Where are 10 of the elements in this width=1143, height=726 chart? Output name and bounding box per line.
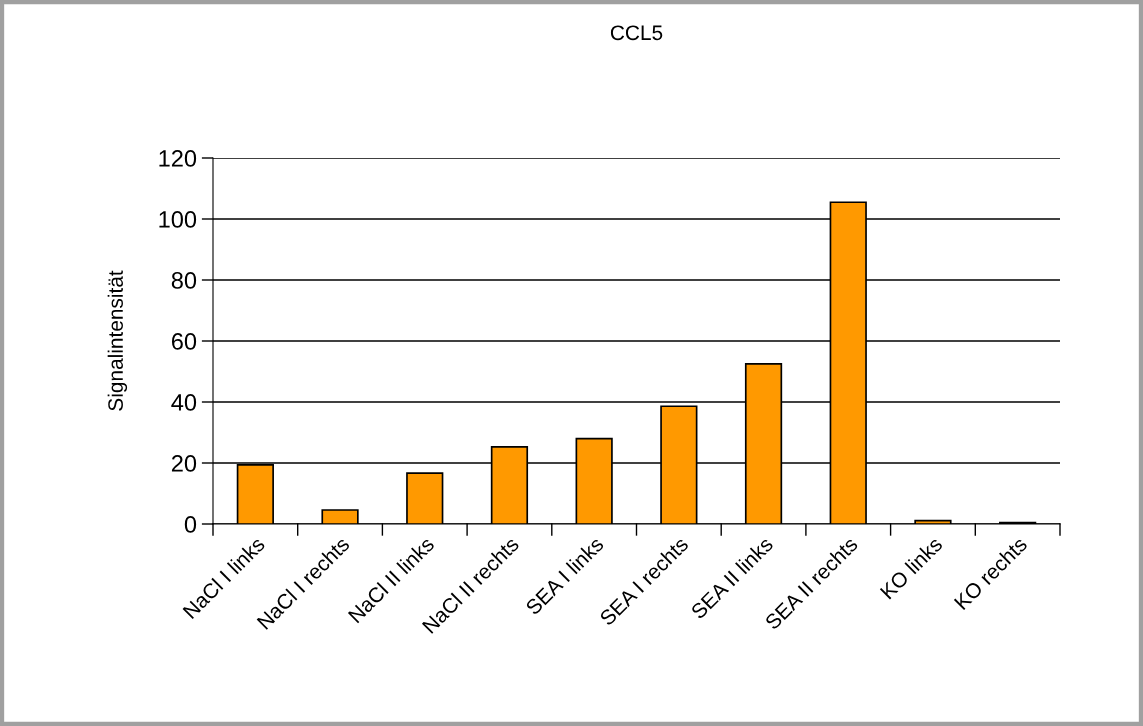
y-tick-label: 60 bbox=[171, 333, 197, 350]
y-tick-label: 120 bbox=[159, 150, 197, 167]
y-axis-title: Signalintensität bbox=[107, 270, 128, 411]
y-tick-label: 40 bbox=[171, 394, 197, 411]
x-tick-label: KO links bbox=[879, 535, 944, 600]
chart-title: CCL5 bbox=[610, 25, 663, 41]
y-tick-label: 20 bbox=[171, 455, 197, 472]
y-tick-label: 80 bbox=[171, 272, 197, 289]
y-tick-label: 100 bbox=[159, 211, 197, 228]
y-tick-label: 0 bbox=[184, 516, 197, 533]
